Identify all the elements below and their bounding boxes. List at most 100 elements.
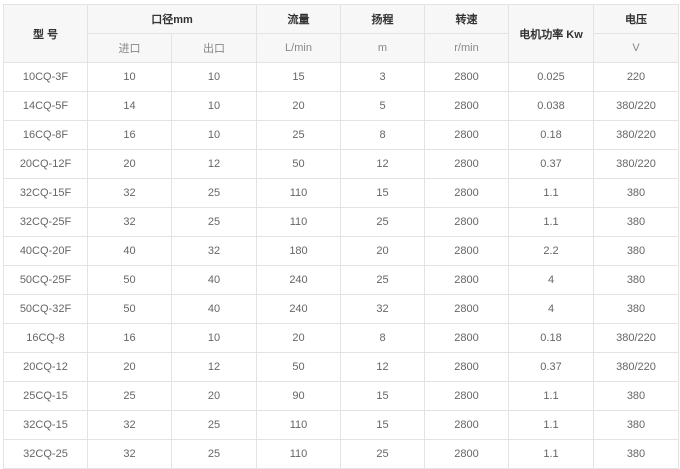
table-cell: 20 [340, 236, 425, 266]
table-cell: 32 [340, 294, 425, 324]
table-cell: 1.1 [508, 178, 594, 208]
table-cell: 380/220 [593, 323, 679, 353]
table-cell: 0.025 [508, 62, 594, 92]
table-cell: 16 [87, 120, 172, 150]
table-row: 20CQ-12F 20 12 50 12 2800 0.37 380/220 [3, 149, 679, 179]
table-row: 20CQ-12 20 12 50 12 2800 0.37 380/220 [3, 352, 679, 382]
table-cell: 380 [593, 207, 679, 237]
table-cell: 2800 [424, 120, 509, 150]
table-cell: 240 [256, 265, 341, 295]
table-cell: 2800 [424, 410, 509, 440]
subheader-row: 进口 出口 L/min m r/min V [4, 33, 679, 63]
table-cell: 50 [87, 294, 172, 324]
table-cell: 380 [593, 178, 679, 208]
table-cell: 25 [171, 178, 257, 208]
table-cell: 10CQ-3F [3, 62, 88, 92]
table-cell: 2800 [424, 62, 509, 92]
table-cell: 20CQ-12F [3, 149, 88, 179]
table-cell: 25 [171, 439, 257, 469]
header-flow-unit: L/min [256, 33, 341, 63]
table-cell: 1.1 [508, 207, 594, 237]
table-cell: 3 [340, 62, 425, 92]
table-cell: 2.2 [508, 236, 594, 266]
table-cell: 2800 [424, 439, 509, 469]
table-cell: 10 [171, 62, 257, 92]
table-cell: 380 [593, 236, 679, 266]
pump-spec-table: 型 号 口径mm 流量 扬程 转速 电机功率 Kw 电压 进口 出口 L/min… [3, 4, 679, 469]
table-cell: 32CQ-25F [3, 207, 88, 237]
table-cell: 15 [340, 381, 425, 411]
table-cell: 2800 [424, 294, 509, 324]
table-cell: 2800 [424, 323, 509, 353]
table-cell: 10 [171, 120, 257, 150]
header-speed-unit: r/min [424, 33, 509, 63]
table-cell: 32CQ-15 [3, 410, 88, 440]
header-flow: 流量 [256, 4, 341, 34]
table-cell: 16 [87, 323, 172, 353]
table-cell: 180 [256, 236, 341, 266]
table-cell: 2800 [424, 352, 509, 382]
table-cell: 0.18 [508, 323, 594, 353]
table-cell: 20 [87, 149, 172, 179]
table-cell: 14 [87, 91, 172, 121]
table-cell: 380 [593, 410, 679, 440]
table-cell: 15 [340, 178, 425, 208]
table-cell: 0.18 [508, 120, 594, 150]
table-cell: 20 [256, 323, 341, 353]
table-row: 16CQ-8F 16 10 25 8 2800 0.18 380/220 [3, 120, 679, 150]
table-cell: 2800 [424, 178, 509, 208]
table-cell: 25CQ-15 [3, 381, 88, 411]
table-cell: 40 [87, 236, 172, 266]
table-cell: 1.1 [508, 439, 594, 469]
table-cell: 0.37 [508, 352, 594, 382]
table-cell: 50CQ-25F [3, 265, 88, 295]
table-cell: 380 [593, 294, 679, 324]
table-cell: 12 [340, 149, 425, 179]
table-cell: 380/220 [593, 149, 679, 179]
header-diameter: 口径mm [87, 4, 257, 34]
table-cell: 32 [87, 439, 172, 469]
table-cell: 50 [87, 265, 172, 295]
table-cell: 32 [87, 178, 172, 208]
table-cell: 12 [171, 149, 257, 179]
table-cell: 40CQ-20F [3, 236, 88, 266]
table-cell: 12 [171, 352, 257, 382]
table-cell: 380 [593, 381, 679, 411]
table-row: 25CQ-15 25 20 90 15 2800 1.1 380 [3, 381, 679, 411]
table-cell: 110 [256, 178, 341, 208]
table-cell: 4 [508, 294, 594, 324]
table-cell: 12 [340, 352, 425, 382]
table-cell: 20 [171, 381, 257, 411]
table-cell: 0.038 [508, 91, 594, 121]
table-cell: 25 [171, 207, 257, 237]
table-cell: 110 [256, 207, 341, 237]
table-cell: 110 [256, 439, 341, 469]
table-cell: 380/220 [593, 352, 679, 382]
header-row: 型 号 口径mm 流量 扬程 转速 电机功率 Kw 电压 [3, 4, 679, 63]
table-cell: 10 [171, 91, 257, 121]
table-cell: 16CQ-8 [3, 323, 88, 353]
table-cell: 240 [256, 294, 341, 324]
header-head-unit: m [340, 33, 425, 63]
table-cell: 2800 [424, 149, 509, 179]
table-cell: 32CQ-15F [3, 178, 88, 208]
table-cell: 380/220 [593, 91, 679, 121]
table-cell: 220 [593, 62, 679, 92]
table-cell: 20 [87, 352, 172, 382]
table-cell: 5 [340, 91, 425, 121]
table-cell: 10 [171, 323, 257, 353]
table-cell: 32 [171, 236, 257, 266]
header-inlet: 进口 [87, 33, 172, 63]
table-cell: 25 [340, 439, 425, 469]
table-row: 14CQ-5F 14 10 20 5 2800 0.038 380/220 [3, 91, 679, 121]
table-row: 32CQ-25F 32 25 110 25 2800 1.1 380 [3, 207, 679, 237]
table-cell: 40 [171, 265, 257, 295]
table-cell: 90 [256, 381, 341, 411]
table-cell: 15 [340, 410, 425, 440]
table-cell: 2800 [424, 91, 509, 121]
table-cell: 380/220 [593, 120, 679, 150]
table-cell: 110 [256, 410, 341, 440]
header-head: 扬程 [340, 4, 425, 34]
table-cell: 16CQ-8F [3, 120, 88, 150]
table-cell: 4 [508, 265, 594, 295]
